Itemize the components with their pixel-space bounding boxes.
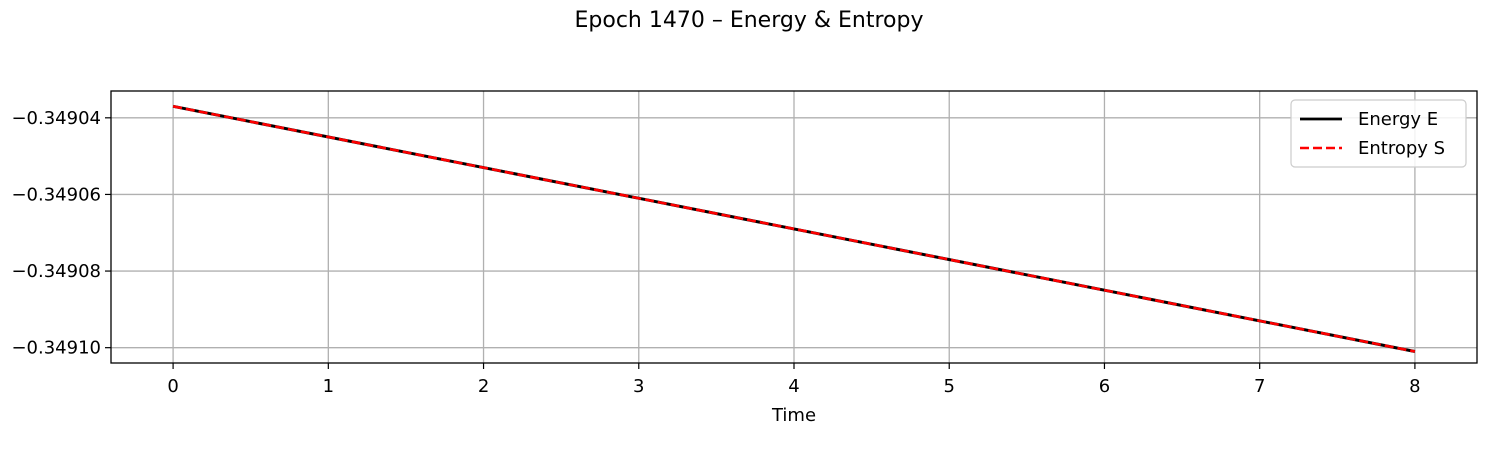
y-axis: −0.34904 −0.34906 −0.34908 −0.34910: [11, 108, 111, 359]
x-tick-label: 5: [944, 376, 955, 397]
legend-label: Entropy S: [1358, 138, 1445, 159]
x-tick-label: 7: [1254, 376, 1265, 397]
y-tick-label: −0.34910: [11, 338, 101, 359]
y-tick-label: −0.34904: [11, 108, 101, 129]
x-tick-label: 8: [1409, 376, 1420, 397]
series-lines: [172, 104, 1416, 353]
legend-label: Energy E: [1358, 109, 1438, 130]
x-tick-label: 1: [323, 376, 334, 397]
series-line-entropy: [172, 105, 1416, 353]
x-tick-label: 3: [633, 376, 644, 397]
legend-box: [1290, 99, 1467, 168]
y-tick-label: −0.34906: [11, 184, 101, 205]
x-tick-label: 2: [478, 376, 489, 397]
grid: [111, 91, 1477, 363]
y-tick-label: −0.34908: [11, 261, 101, 282]
chart-title: Epoch 1470 – Energy & Entropy: [575, 8, 924, 33]
legend: Energy E Entropy S: [1290, 99, 1467, 168]
x-tick-label: 0: [167, 376, 178, 397]
x-tick-label: 4: [788, 376, 799, 397]
x-tick-label: 6: [1099, 376, 1110, 397]
x-axis-label: Time: [771, 405, 816, 426]
x-axis: 0 1 2 3 4 5 6 7 8: [167, 363, 1421, 397]
